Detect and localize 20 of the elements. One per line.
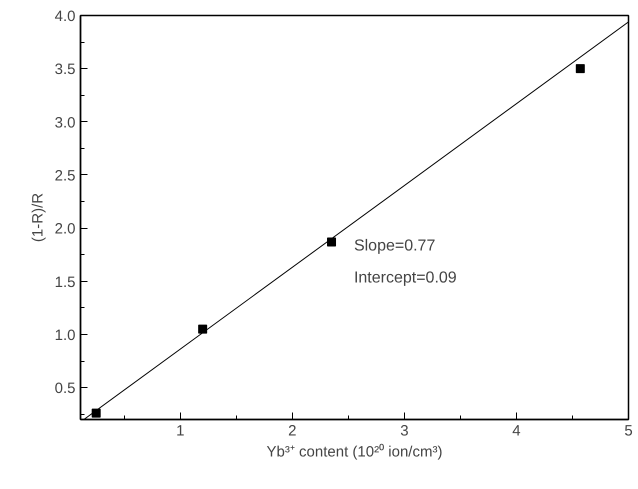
x-tick-label: 1 (176, 422, 184, 440)
point (576, 64, 585, 74)
y-tick-label: 3.0 (54, 114, 76, 132)
x-tick-label: 3 (400, 422, 409, 440)
y-tick-label: 1.0 (54, 326, 76, 344)
y-tick-label: 2.0 (54, 220, 76, 238)
x-tick-label: 4 (512, 422, 521, 440)
y-tick-label: 3.5 (54, 61, 76, 78)
y-tick-label: 4.0 (54, 8, 76, 25)
annotation: Intercept=0.09 (354, 270, 457, 287)
x-axis-title: Yb³⁺ content (10²⁰ ion/cm³) (266, 444, 442, 460)
y-tick-label: 1.5 (54, 274, 76, 291)
point (327, 237, 336, 246)
x-tick-label: 5 (624, 422, 633, 440)
y-tick-label: 0.5 (54, 380, 76, 398)
point (198, 324, 208, 334)
y-tick-label: 2.5 (54, 167, 76, 184)
x-tick-label: 2 (288, 422, 296, 440)
annotation: Slope=0.77 (354, 238, 436, 255)
y-axis-title: (1-R)/R (30, 192, 47, 242)
